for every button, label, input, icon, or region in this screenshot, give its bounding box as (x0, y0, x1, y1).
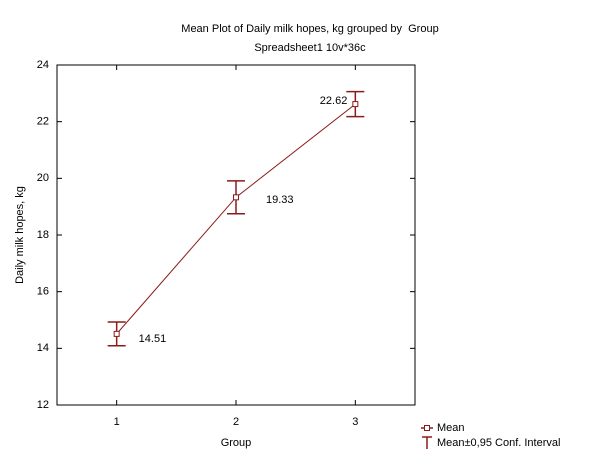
y-tick-label: 14 (37, 342, 49, 354)
y-tick-label: 22 (37, 116, 49, 128)
x-tick-label: 2 (233, 416, 239, 428)
data-label: 19.33 (266, 194, 294, 206)
y-tick-label: 24 (37, 59, 49, 71)
y-tick-label: 20 (37, 172, 49, 184)
x-tick-label: 1 (114, 416, 120, 428)
data-label: 22.62 (320, 95, 348, 107)
legend-label: Mean (437, 422, 465, 434)
x-axis-label: Group (221, 437, 252, 449)
y-axis-label: Daily milk hopes, kg (14, 186, 26, 284)
point (352, 101, 359, 108)
point (113, 330, 120, 337)
data-label: 14.51 (139, 333, 167, 345)
y-tick-label: 18 (37, 229, 49, 241)
point (233, 194, 239, 201)
chart-title: Mean Plot of Daily milk hopes, kg groupe… (181, 23, 438, 35)
y-tick-label: 12 (37, 399, 49, 411)
y-tick-label: 16 (37, 286, 49, 298)
legend-label: Mean±0,95 Conf. Interval (437, 437, 560, 449)
legend-marker (424, 425, 430, 431)
chart-subtitle: Spreadsheet1 10v*36c (254, 42, 366, 54)
x-tick-label: 3 (352, 416, 358, 428)
